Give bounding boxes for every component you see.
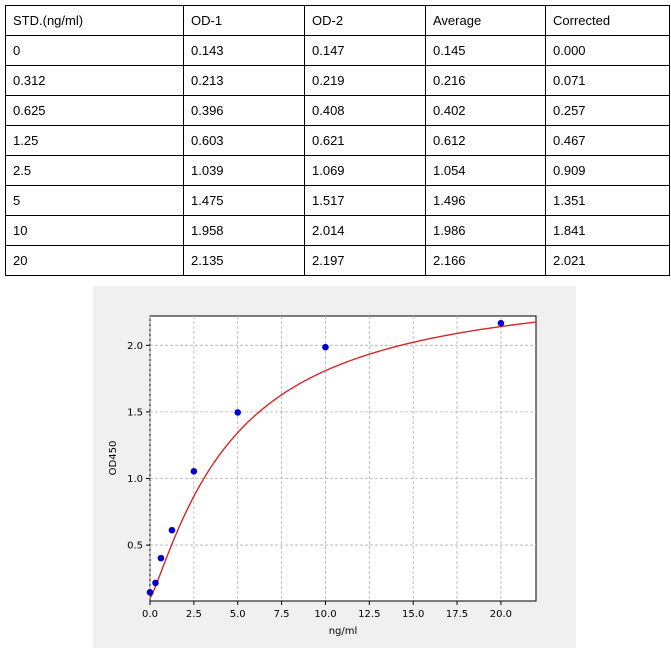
axis-ticks: 0.0 2.5 5.0 7.5 10.0 12.5 15.0 17.5 20.0 0.5 1.0 1.… xyxy=(127,341,512,620)
table-row: 2.5 1.039 1.069 1.054 0.909 xyxy=(5,155,670,186)
table-cell: 2.166 xyxy=(425,245,546,276)
table-cell: 0.219 xyxy=(304,65,426,96)
x-tick-label: 2.5 xyxy=(186,609,202,620)
table-cell: 1.496 xyxy=(425,185,546,216)
table-cell: 0.612 xyxy=(425,125,546,156)
table-cell: 2.021 xyxy=(545,245,670,276)
table-cell: 1.475 xyxy=(183,185,305,216)
plot-area xyxy=(149,315,537,602)
table-row: 0.312 0.213 0.219 0.216 0.071 xyxy=(5,65,670,96)
y-tick-label: 0.5 xyxy=(127,541,143,552)
standard-curve-chart: 0.0 2.5 5.0 7.5 10.0 12.5 15.0 17.5 20.0 0.5 1.0 1.… xyxy=(108,315,537,637)
table-cell: 1.069 xyxy=(304,155,426,186)
data-point xyxy=(146,589,154,596)
table-cell: 0.000 xyxy=(545,35,670,66)
y-tick-label: 2.0 xyxy=(127,341,143,352)
table-header-row: STD.(ng/ml) OD-1 OD-2 Average Corrected xyxy=(5,5,670,36)
table-header-cell: OD-1 xyxy=(183,5,305,36)
data-point xyxy=(168,526,176,534)
table-cell: 0.216 xyxy=(425,65,546,96)
table-cell: 0 xyxy=(5,35,184,66)
grid-lines xyxy=(149,316,536,601)
data-point xyxy=(497,319,505,327)
table-row: 0.625 0.396 0.408 0.402 0.257 xyxy=(5,95,670,126)
table-cell: 0.213 xyxy=(183,65,305,96)
table-cell: 1.351 xyxy=(545,185,670,216)
y-tick-label: 1.5 xyxy=(127,407,143,418)
table-cell: 0.312 xyxy=(5,65,184,96)
data-point xyxy=(234,409,242,416)
table-cell: 2.014 xyxy=(304,215,426,246)
fit-curve-layer xyxy=(150,321,536,599)
table-row: 5 1.475 1.517 1.496 1.351 xyxy=(5,185,670,216)
table-cell: 0.257 xyxy=(545,95,670,126)
table-cell: 10 xyxy=(5,215,184,246)
x-tick-label: 15.0 xyxy=(402,609,424,620)
table-header-cell: Corrected xyxy=(545,5,670,36)
y-axis-label: OD450 xyxy=(108,441,119,476)
table-cell: 0.071 xyxy=(545,65,670,96)
table-cell: 1.841 xyxy=(545,215,670,246)
table-cell: 1.958 xyxy=(183,215,305,246)
x-tick-label: 17.5 xyxy=(446,609,468,620)
table-cell: 0.467 xyxy=(545,125,670,156)
data-point xyxy=(152,579,159,587)
x-tick-label: 5.0 xyxy=(230,609,246,620)
table-cell: 2.135 xyxy=(183,245,305,276)
table-cell: 0.143 xyxy=(183,35,305,66)
table-row: 20 2.135 2.197 2.166 2.021 xyxy=(5,245,670,276)
x-tick-label: 0.0 xyxy=(142,609,158,620)
y-tick-label: 1.0 xyxy=(127,474,143,485)
table-cell: 5 xyxy=(5,185,184,216)
table-cell: 20 xyxy=(5,245,184,276)
table-cell: 0.145 xyxy=(425,35,546,66)
table-cell: 2.197 xyxy=(304,245,426,276)
standard-curve-table: STD.(ng/ml) OD-1 OD-2 Average Corrected 0 0.14… xyxy=(5,5,670,276)
table-row: 1.25 0.603 0.621 0.612 0.467 xyxy=(5,125,670,156)
table-row: 0 0.143 0.147 0.145 0.000 xyxy=(5,35,670,66)
data-point xyxy=(322,343,329,351)
chart-panel: 0.0 2.5 5.0 7.5 10.0 12.5 15.0 17.5 20.0 0.5 1.0 1.… xyxy=(93,286,576,648)
table-cell: 0.603 xyxy=(183,125,305,156)
table-row: 10 1.958 2.014 1.986 1.841 xyxy=(5,215,670,246)
table-cell: 1.517 xyxy=(304,185,426,216)
x-tick-label: 20.0 xyxy=(490,609,512,620)
x-tick-label: 12.5 xyxy=(358,609,380,620)
data-points xyxy=(146,319,505,596)
table-header-cell: STD.(ng/ml) xyxy=(5,5,184,36)
table-header-cell: Average xyxy=(425,5,546,36)
table-cell: 0.408 xyxy=(304,95,426,126)
table-cell: 1.986 xyxy=(425,215,546,246)
fit-curve xyxy=(150,321,536,599)
table-cell: 1.039 xyxy=(183,155,305,186)
x-axis-label: ng/ml xyxy=(329,626,358,637)
table-cell: 0.909 xyxy=(545,155,670,186)
table-header-cell: OD-2 xyxy=(304,5,426,36)
data-point xyxy=(190,467,198,475)
x-tick-label: 10.0 xyxy=(314,609,336,620)
table-cell: 0.396 xyxy=(183,95,305,126)
table-cell: 1.054 xyxy=(425,155,546,186)
data-point xyxy=(157,554,165,562)
table-cell: 0.402 xyxy=(425,95,546,126)
table-cell: 1.25 xyxy=(5,125,184,156)
table-cell: 2.5 xyxy=(5,155,184,186)
x-tick-label: 7.5 xyxy=(274,609,290,620)
table-cell: 0.625 xyxy=(5,95,184,126)
table-cell: 0.147 xyxy=(304,35,426,66)
table-cell: 0.621 xyxy=(304,125,426,156)
